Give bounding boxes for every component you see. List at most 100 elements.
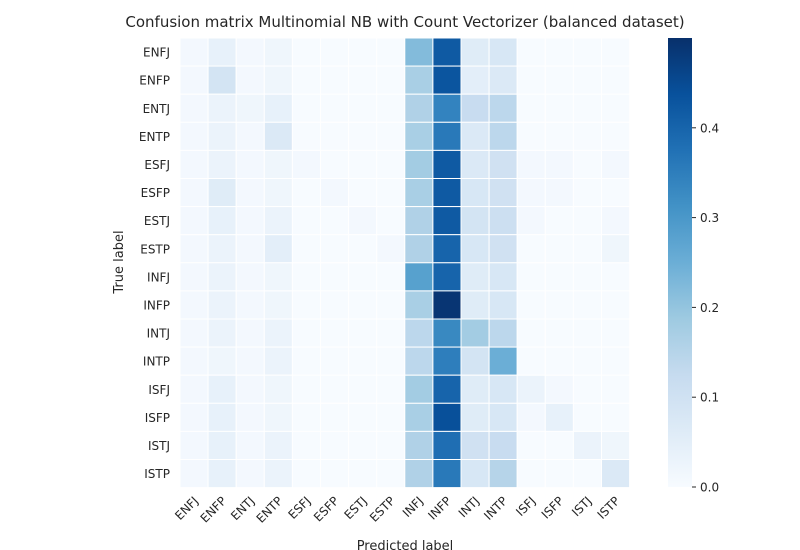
heatmap-cell [320, 37, 350, 67]
heatmap-cell [572, 206, 603, 236]
colorbar-tick-label: 0.0 [700, 481, 719, 495]
heatmap-cell [376, 262, 406, 292]
heatmap-cell [488, 290, 518, 320]
heatmap-cell [291, 402, 321, 432]
heatmap-cell [263, 178, 293, 208]
heatmap-cell [488, 206, 518, 236]
heatmap-cell [432, 206, 462, 236]
heatmap-cell [516, 149, 546, 179]
heatmap-cell [488, 234, 518, 264]
heatmap-cell [235, 402, 265, 432]
heatmap-cell [516, 121, 546, 151]
heatmap-cell [460, 234, 490, 264]
heatmap-cell [207, 206, 237, 236]
heatmap-cell [544, 121, 574, 151]
heatmap-cell [291, 290, 321, 320]
heatmap-cell [291, 65, 321, 95]
heatmap-cell [572, 430, 603, 460]
heatmap-cell [460, 430, 490, 460]
heatmap-cell [263, 93, 293, 123]
y-tick-label: ESFP [141, 186, 170, 200]
heatmap-cell [320, 149, 350, 179]
heatmap-cell [376, 149, 406, 179]
heatmap-cell [348, 65, 378, 95]
heatmap-cell [601, 402, 631, 432]
heatmap-cell [488, 65, 518, 95]
heatmap-cell [572, 374, 603, 404]
y-tick-labels: ENFJ ENFP ENTJ ENTP ESFJ ESFP ESTJ ESTP INFJ INFP… [139, 46, 170, 481]
y-tick-label: ESTP [140, 242, 170, 256]
heatmap-cell [544, 459, 574, 489]
heatmap-cell [516, 290, 546, 320]
heatmap-cell [572, 290, 603, 320]
heatmap-cell [460, 346, 490, 376]
heatmap-cell [179, 37, 209, 67]
heatmap-cell [460, 402, 490, 432]
heatmap-cell [320, 121, 350, 151]
heatmap-cell [544, 346, 574, 376]
heatmap-cell [376, 206, 406, 236]
y-tick-label: INTJ [147, 327, 170, 341]
heatmap-cell [291, 93, 321, 123]
heatmap-cell [263, 402, 293, 432]
heatmap-cell [432, 121, 462, 151]
heatmap-cell [320, 234, 350, 264]
heatmap-cell [488, 459, 518, 489]
heatmap-cell [376, 37, 406, 67]
heatmap-cell [460, 65, 490, 95]
heatmap-cell [291, 374, 321, 404]
heatmap-cell [516, 178, 546, 208]
heatmap-cell [544, 262, 574, 292]
x-tick-label: INTP [481, 494, 510, 523]
heatmap-cell [376, 459, 406, 489]
x-tick-label: INFJ [400, 494, 426, 520]
y-tick-label: ENFP [139, 74, 170, 88]
heatmap-cell [376, 402, 406, 432]
heatmap-cell [404, 374, 434, 404]
x-tick-label: ENFJ [172, 494, 201, 523]
heatmap-cell [291, 149, 321, 179]
heatmap-cell [376, 178, 406, 208]
heatmap-cell [348, 206, 378, 236]
colorbar-ticks: 0.0 0.1 0.2 0.3 0.4 [692, 121, 719, 495]
x-tick-label: ENTP [254, 494, 286, 526]
heatmap-cell [601, 318, 631, 348]
heatmap-cell [404, 93, 434, 123]
heatmap-cell [179, 262, 209, 292]
heatmap-cell [320, 318, 350, 348]
heatmap-cell [432, 93, 462, 123]
heatmap-cell [207, 37, 237, 67]
heatmap-cell [460, 93, 490, 123]
heatmap-cell [572, 234, 603, 264]
heatmap-cell [376, 290, 406, 320]
heatmap-cell [404, 262, 434, 292]
x-tick-label: INFP [425, 494, 454, 523]
x-tick-label: ENTJ [228, 494, 257, 523]
heatmap-cell [179, 346, 209, 376]
y-tick-label: ENFJ [143, 46, 170, 60]
heatmap-cell [348, 290, 378, 320]
heatmap-cell [348, 374, 378, 404]
heatmap-cell [544, 149, 574, 179]
heatmap-cell [291, 430, 321, 460]
heatmap-cell [460, 37, 490, 67]
heatmap-cell [207, 318, 237, 348]
heatmap-cell [460, 121, 490, 151]
heatmap-cell [263, 234, 293, 264]
heatmap-cell [235, 318, 265, 348]
x-tick-label: ISTP [595, 494, 623, 522]
heatmap-cell [544, 234, 574, 264]
heatmap-cell [544, 430, 574, 460]
heatmap-cell [207, 374, 237, 404]
heatmap-cell [544, 65, 574, 95]
heatmap-cell [572, 346, 603, 376]
heatmap-cell [348, 318, 378, 348]
heatmap-cell [516, 234, 546, 264]
heatmap-cell [348, 459, 378, 489]
heatmap-cell [320, 402, 350, 432]
heatmap-cell [207, 65, 237, 95]
x-axis-label: Predicted label [357, 539, 454, 550]
heatmap-cell [348, 149, 378, 179]
heatmap-cell [207, 149, 237, 179]
